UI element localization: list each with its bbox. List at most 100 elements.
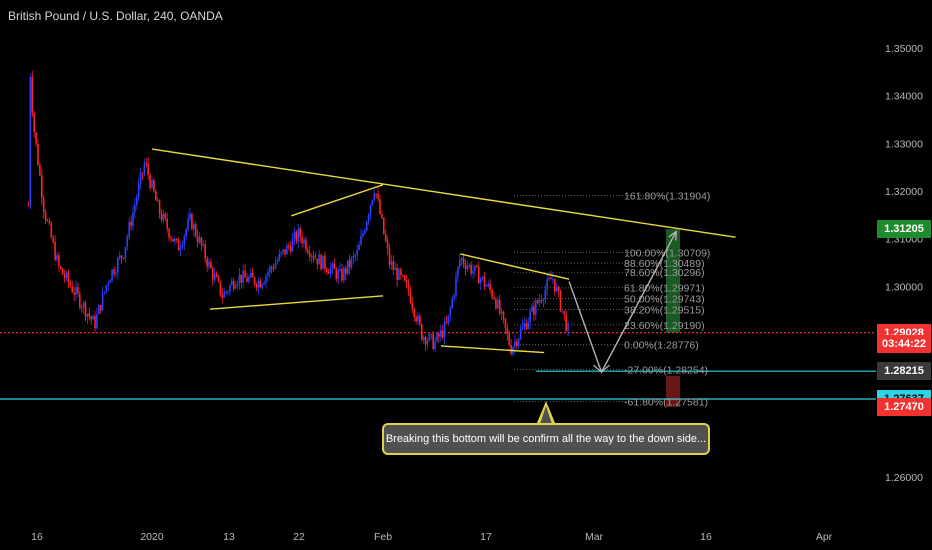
candle-body — [546, 279, 548, 290]
candle-body — [187, 219, 189, 230]
candle-body — [48, 220, 51, 224]
candle-body — [523, 323, 526, 327]
candle-body — [92, 316, 94, 320]
candle-body — [557, 287, 560, 291]
candle-body — [375, 193, 377, 195]
trendline — [151, 148, 736, 238]
candle-body — [269, 267, 271, 273]
candle-body — [552, 278, 554, 280]
price-axis[interactable]: 1.350001.340001.330001.320001.310001.300… — [885, 43, 923, 484]
candle-body — [362, 233, 364, 236]
time-tick-label: Apr — [816, 531, 833, 543]
candle-body — [278, 253, 281, 261]
arrow-head-down — [593, 364, 610, 373]
price-tick-label: 1.34000 — [885, 91, 923, 103]
candle-body — [223, 291, 225, 298]
candle-body — [179, 247, 182, 251]
candle-body — [284, 249, 286, 255]
fib-level-label: 50.00%(1.29743) — [624, 294, 705, 306]
candle-body — [158, 200, 161, 215]
candle-body — [396, 267, 398, 281]
candle-body — [267, 272, 269, 276]
candle-body — [160, 214, 163, 221]
candle-body — [251, 272, 254, 278]
candle-body — [94, 316, 96, 329]
fibonacci-tool[interactable]: 161.80%(1.31904) 100.00%(1.30709)88.60%(1… — [514, 191, 710, 409]
candle-body — [77, 287, 79, 294]
candle-body — [559, 290, 562, 312]
candle-body — [540, 300, 543, 302]
callout-note[interactable]: Breaking this bottom will be confirm all… — [382, 423, 710, 455]
candle-body — [27, 205, 30, 207]
time-axis[interactable]: 16 2020 13 22 Feb 17 Mar 16 Apr — [31, 531, 833, 543]
candle-body — [489, 284, 491, 290]
candle-body — [155, 191, 157, 201]
candle-body — [554, 278, 556, 292]
candle-body — [234, 285, 237, 289]
candle-body — [52, 237, 54, 242]
candle-body — [69, 282, 72, 287]
candle-body — [96, 314, 98, 329]
candle-body — [422, 337, 425, 340]
candle-body — [44, 211, 47, 221]
candle-body — [457, 266, 459, 277]
candle-body — [137, 183, 140, 198]
candle-body — [516, 341, 518, 346]
trendlines[interactable] — [151, 148, 736, 354]
candle-body — [426, 340, 429, 345]
time-tick-label: 16 — [700, 531, 712, 543]
time-tick-label: 16 — [31, 531, 43, 543]
candle-body — [80, 307, 83, 309]
candle-body — [455, 276, 457, 296]
candle-body — [73, 292, 75, 295]
candle-body — [386, 241, 389, 249]
candle-body — [82, 302, 85, 308]
candle-body — [210, 261, 212, 269]
candle-body — [257, 280, 260, 288]
projection-arrow[interactable] — [568, 230, 677, 374]
candle-body — [297, 228, 300, 242]
candle-body — [506, 328, 509, 335]
trendline — [290, 184, 384, 217]
candle-body — [202, 244, 205, 246]
candle-body — [438, 333, 440, 337]
candle-body — [263, 282, 265, 285]
candle-body — [377, 194, 379, 200]
candle-body — [307, 249, 309, 253]
time-tick-label: Mar — [585, 531, 604, 543]
candle-body — [348, 260, 351, 268]
candle-body — [536, 300, 539, 303]
candle-body — [415, 316, 417, 322]
candle-body — [282, 249, 284, 253]
candle-body — [565, 314, 567, 332]
candle-body — [428, 334, 431, 341]
candle-body — [120, 255, 123, 258]
candle-body — [299, 228, 301, 237]
candle-body — [476, 265, 478, 267]
candle-body — [79, 293, 81, 308]
candle-body — [331, 263, 334, 268]
candle-body — [398, 269, 400, 281]
candle-body — [474, 265, 476, 271]
candle-body — [181, 244, 184, 248]
candle-body — [107, 282, 110, 286]
candle-body — [329, 267, 332, 274]
candle-body — [29, 77, 32, 206]
candle-body — [445, 322, 448, 324]
candle-body — [227, 291, 229, 293]
candle-body — [58, 255, 60, 267]
candle-body — [365, 221, 368, 231]
price-axis-tag: 1.31205 — [877, 219, 931, 238]
candle-body — [318, 254, 320, 265]
candle-body — [236, 283, 239, 286]
candle-body — [136, 197, 138, 205]
candle-body — [42, 198, 45, 212]
candle-body — [491, 289, 493, 298]
candle-body — [295, 232, 298, 242]
candle-body — [141, 172, 144, 174]
candle-body — [388, 248, 391, 265]
horizontal-levels[interactable] — [0, 332, 876, 400]
candle-body — [31, 77, 34, 113]
time-tick-label: 22 — [293, 531, 305, 543]
